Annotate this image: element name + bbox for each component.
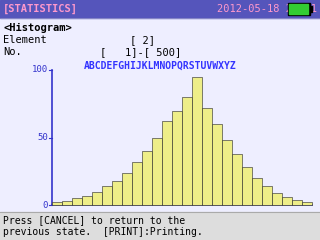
Bar: [142, 151, 152, 205]
Text: [ 2]: [ 2]: [130, 35, 155, 45]
Bar: [252, 178, 262, 205]
Bar: [192, 77, 202, 205]
Bar: [132, 162, 142, 205]
Text: <Histogram>: <Histogram>: [3, 23, 72, 33]
Bar: [172, 110, 182, 205]
Bar: [52, 202, 62, 205]
Bar: [289, 4, 308, 14]
Text: 2012-05-18 20:01: 2012-05-18 20:01: [217, 4, 317, 14]
Bar: [242, 167, 252, 205]
Text: 0: 0: [43, 200, 48, 210]
Bar: [292, 200, 302, 205]
Text: Press [CANCEL] to return to the: Press [CANCEL] to return to the: [3, 215, 185, 225]
Text: ABCDEFGHIJKLMNOPQRSTUVWXYZ: ABCDEFGHIJKLMNOPQRSTUVWXYZ: [84, 61, 237, 71]
Bar: [262, 186, 272, 205]
Text: [STATISTICS]: [STATISTICS]: [3, 4, 78, 14]
Bar: [102, 186, 112, 205]
Bar: [162, 121, 172, 205]
Bar: [72, 198, 82, 205]
Bar: [122, 173, 132, 205]
Bar: [310, 6, 312, 12]
Bar: [62, 201, 72, 205]
Bar: [92, 192, 102, 205]
Bar: [152, 138, 162, 205]
Bar: [112, 181, 122, 205]
Bar: [202, 108, 212, 205]
Bar: [302, 202, 312, 205]
Bar: [288, 3, 310, 15]
Text: previous state.  [PRINT]:Printing.: previous state. [PRINT]:Printing.: [3, 227, 203, 237]
Text: Element: Element: [3, 35, 47, 45]
Text: 100: 100: [32, 66, 48, 74]
Bar: [272, 193, 282, 205]
Text: [   1]-[ 500]: [ 1]-[ 500]: [100, 47, 181, 57]
Bar: [0, 0, 320, 18]
Bar: [232, 154, 242, 205]
Bar: [282, 197, 292, 205]
Text: 50: 50: [37, 133, 48, 142]
Text: No.: No.: [3, 47, 22, 57]
Bar: [0, 212, 320, 240]
Bar: [182, 97, 192, 205]
Bar: [82, 196, 92, 205]
Bar: [212, 124, 222, 205]
Bar: [222, 140, 232, 205]
